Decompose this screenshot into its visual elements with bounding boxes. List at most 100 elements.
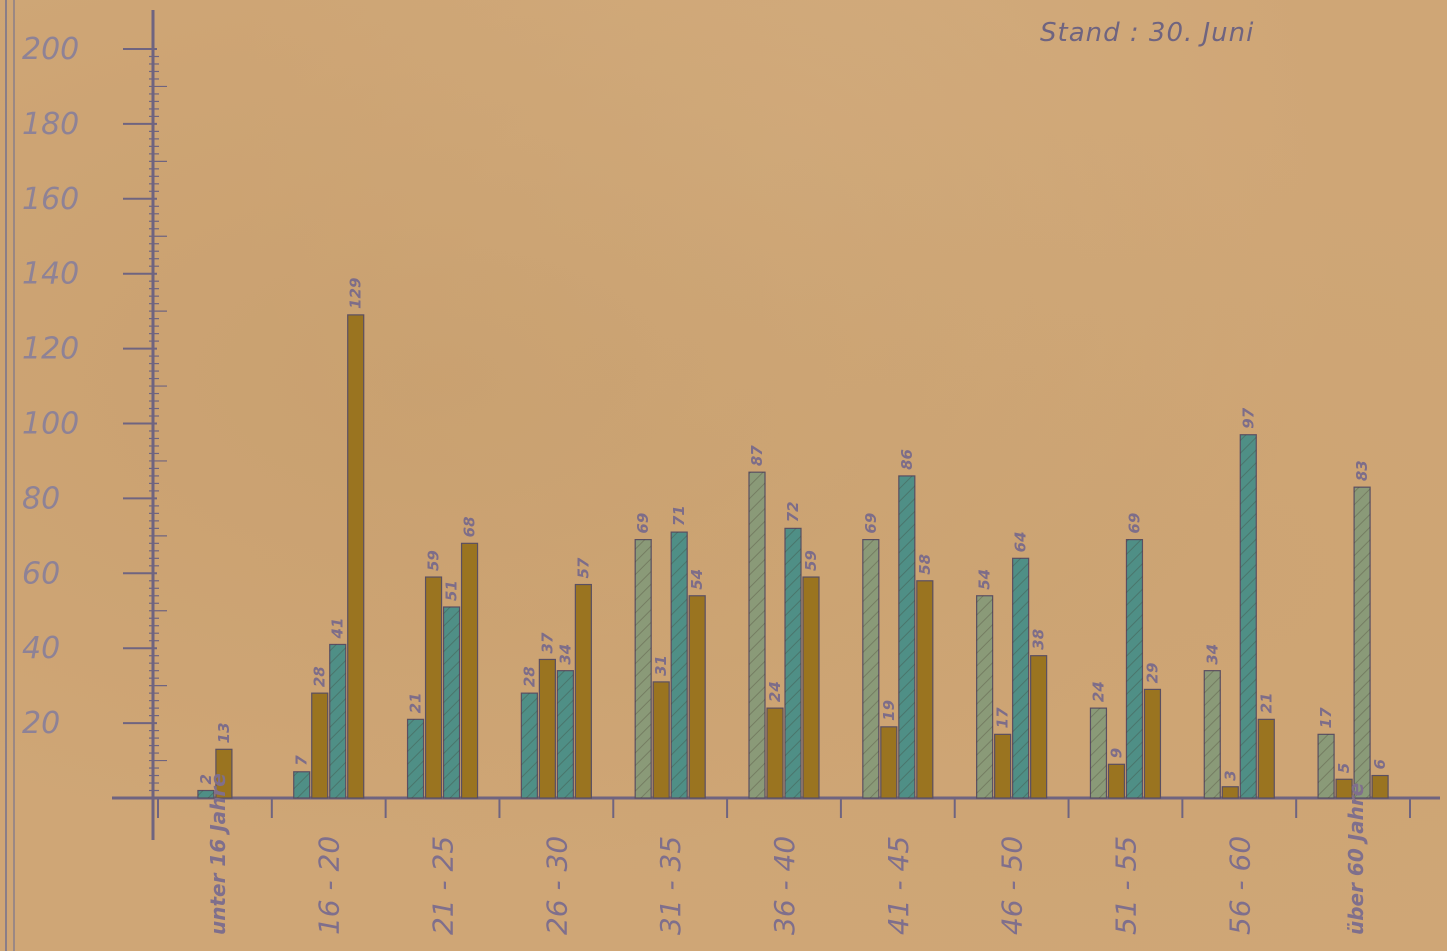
bar-value-label: 13	[215, 722, 233, 743]
bar-value-label: 69	[862, 513, 880, 534]
bar	[424, 576, 443, 799]
bar-hatch	[293, 771, 310, 798]
bar-value-label: 86	[898, 449, 916, 470]
bar	[802, 576, 820, 799]
bar-value-label: 38	[1030, 629, 1048, 650]
y-tick-label: 160	[22, 182, 79, 217]
bar-value-label: 29	[1143, 663, 1161, 684]
bar-hatch	[1126, 539, 1143, 798]
bar-hatch	[443, 607, 460, 798]
bar-hatch	[557, 670, 574, 798]
bar-hatch	[521, 693, 538, 798]
bar	[994, 733, 1012, 799]
bar-hatch	[635, 539, 652, 798]
bar	[916, 580, 934, 799]
bar-value-label: 19	[880, 700, 898, 721]
bar-value-label: 24	[766, 681, 784, 702]
x-category-label: 36 - 40	[768, 836, 801, 935]
bar-value-label: 17	[1317, 707, 1335, 728]
bar-value-label: 21	[407, 692, 425, 713]
x-category-label: 51 - 55	[1109, 836, 1142, 935]
bar-value-label: 28	[520, 666, 538, 687]
y-tick-label: 60	[22, 556, 60, 591]
bar-value-label: 129	[347, 278, 365, 309]
bar	[538, 658, 556, 799]
y-tick-label: 180	[22, 107, 79, 142]
bar-hatch	[862, 539, 879, 798]
date-annotation: Stand : 30. Juni	[1040, 18, 1254, 48]
bar-hatch	[1090, 708, 1107, 798]
bar-hatch	[1240, 434, 1257, 798]
bar	[652, 681, 670, 799]
bar-value-label: 5	[1335, 763, 1353, 773]
x-category-label: 26 - 30	[540, 836, 573, 935]
bar	[574, 583, 592, 799]
bar	[347, 314, 365, 799]
bar-value-label: 2	[197, 774, 215, 784]
bar	[215, 748, 233, 799]
bar	[766, 707, 784, 799]
bar-value-label: 83	[1353, 460, 1371, 481]
bar	[1335, 778, 1353, 799]
bar-value-label: 59	[425, 550, 443, 571]
bar-value-label: 21	[1257, 692, 1275, 713]
bar-value-label: 31	[652, 655, 670, 676]
bar-value-label: 69	[1125, 513, 1143, 534]
bar	[311, 692, 329, 799]
bar-hatch	[1354, 487, 1371, 798]
bar	[460, 542, 479, 799]
bar-value-label: 3	[1221, 770, 1239, 780]
bar	[1030, 655, 1048, 799]
bar-hatch	[407, 719, 424, 798]
bar-value-label: 7	[293, 755, 311, 766]
y-tick-label: 80	[22, 481, 60, 516]
bar-value-label: 58	[916, 554, 934, 575]
bar-value-label: 68	[461, 516, 479, 537]
bar-hatch	[671, 532, 688, 798]
y-tick-label: 120	[22, 332, 79, 367]
bar-hatch	[1012, 558, 1029, 798]
x-category-label: über 60 Jahre	[1344, 783, 1368, 935]
bar-value-label: 34	[556, 644, 574, 665]
x-category-label: 31 - 35	[654, 836, 687, 935]
bar-hatch	[197, 790, 214, 798]
bar-hatch	[329, 644, 346, 798]
bar-value-label: 71	[670, 505, 688, 526]
y-tick-label: 20	[22, 706, 60, 741]
bar-value-label: 57	[574, 557, 592, 578]
bar	[1143, 688, 1162, 799]
bar	[1107, 763, 1126, 799]
bar-value-label: 9	[1107, 748, 1125, 758]
bar-hatch	[1318, 734, 1335, 798]
bar-value-label: 34	[1203, 644, 1221, 665]
bar-value-label: 64	[1012, 531, 1030, 552]
x-category-label: 41 - 45	[882, 836, 915, 935]
bar-hatch	[898, 475, 915, 798]
bar-hatch	[976, 595, 993, 798]
x-category-label: unter 16 Jahre	[206, 773, 230, 935]
y-tick-label: 200	[22, 32, 79, 67]
bar-value-label: 69	[634, 513, 652, 534]
bar	[688, 595, 706, 799]
x-category-label: 21 - 25	[427, 836, 460, 935]
bar-value-label: 87	[748, 445, 766, 466]
y-tick-label: 40	[22, 631, 60, 666]
bar-value-label: 51	[443, 580, 461, 601]
x-category-label: 46 - 50	[996, 836, 1029, 935]
bar	[880, 726, 898, 799]
bar	[1221, 786, 1239, 799]
y-tick-label: 140	[22, 257, 79, 292]
bar	[1257, 718, 1275, 799]
bar-value-label: 17	[994, 707, 1012, 728]
bar-value-label: 54	[976, 569, 994, 590]
bar-value-label: 97	[1239, 407, 1257, 428]
bar-value-label: 28	[311, 666, 329, 687]
bar	[1371, 774, 1389, 799]
bar-value-label: 6	[1371, 759, 1389, 769]
bar-value-label: 37	[538, 632, 556, 653]
bar-value-label: 72	[784, 501, 802, 522]
bar-hatch	[785, 528, 801, 798]
